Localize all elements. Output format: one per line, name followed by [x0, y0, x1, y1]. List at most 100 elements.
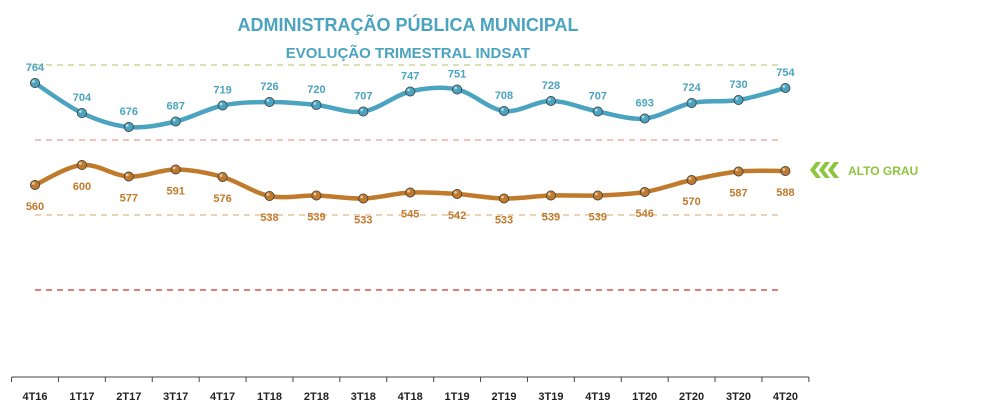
data-label: 707: [589, 91, 607, 103]
data-point-highlight: [407, 189, 411, 193]
x-tick-label: 1T17: [69, 391, 94, 403]
data-point: [170, 164, 181, 175]
data-point-highlight: [79, 162, 82, 165]
data-point-highlight: [782, 85, 786, 88]
data-point: [264, 190, 275, 201]
data-point-highlight: [79, 110, 82, 113]
chart-subtitle: EVOLUÇÃO TRIMESTRAL INDSAT: [286, 44, 530, 62]
legend: ALTO GRAU: [810, 162, 918, 178]
data-label: 533: [495, 215, 513, 227]
data-label: 533: [354, 215, 372, 227]
data-label: 719: [213, 85, 231, 97]
x-tick-label: 4T18: [398, 391, 423, 403]
data-label: 577: [120, 193, 138, 205]
data-label: 545: [401, 209, 419, 221]
x-tick-label: 3T17: [163, 391, 188, 403]
data-point: [686, 174, 697, 185]
data-point: [452, 188, 463, 199]
data-point: [123, 122, 134, 133]
data-point: [545, 190, 556, 201]
chart-title: ADMINISTRAÇÃO PÚBLICA MUNICIPAL: [238, 14, 579, 35]
x-tick-label: 4T17: [210, 391, 235, 403]
data-point: [123, 171, 134, 182]
data-label: 576: [213, 193, 231, 205]
data-point-highlight: [219, 174, 223, 177]
x-tick-label: 1T19: [445, 391, 470, 403]
data-point-highlight: [32, 80, 35, 83]
data-point-highlight: [548, 98, 551, 101]
data-label: 539: [307, 212, 325, 224]
data-point: [217, 171, 228, 182]
data-label: 747: [401, 71, 419, 83]
data-label: 676: [120, 106, 138, 118]
data-point-highlight: [501, 195, 504, 199]
data-point: [29, 179, 40, 190]
data-label: 587: [729, 188, 747, 200]
reference-lines: [35, 64, 782, 291]
data-point-highlight: [641, 189, 645, 192]
chevron-icon: [828, 162, 839, 178]
data-label: 728: [542, 80, 560, 92]
data-label: 687: [167, 101, 185, 113]
data-point: [592, 106, 603, 117]
data-point-highlight: [219, 102, 223, 106]
data-label: 708: [495, 90, 513, 102]
data-point: [545, 96, 556, 107]
data-point: [311, 190, 322, 201]
data-point-highlight: [407, 88, 411, 92]
data-point-highlight: [454, 191, 457, 194]
x-tick-label: 3T20: [726, 391, 751, 403]
data-point-highlight: [125, 173, 129, 177]
data-point: [780, 165, 791, 176]
x-tick-label: 2T18: [304, 391, 329, 403]
data-label: 751: [448, 69, 466, 81]
x-tick-label: 4T16: [22, 391, 47, 403]
data-point: [639, 113, 650, 124]
legend-label: ALTO GRAU: [848, 164, 918, 178]
data-point: [358, 193, 369, 204]
data-label: 707: [354, 91, 372, 103]
data-point-highlight: [501, 108, 504, 111]
data-label: 764: [26, 62, 45, 74]
data-point: [76, 108, 87, 119]
data-point: [639, 186, 650, 197]
data-point: [498, 193, 509, 204]
data-point-highlight: [360, 108, 364, 112]
data-point: [405, 187, 416, 198]
data-point: [170, 116, 181, 127]
x-tick-label: 2T19: [491, 391, 516, 403]
data-point-highlight: [735, 97, 739, 100]
data-label: 591: [167, 186, 185, 198]
chevron-icon: [819, 162, 830, 178]
data-point: [780, 83, 791, 94]
data-point-highlight: [360, 195, 364, 199]
x-tick-label: 1T20: [632, 391, 657, 403]
data-point-highlight: [313, 102, 317, 105]
data-point-highlight: [688, 100, 692, 103]
x-tick-label: 3T19: [538, 391, 563, 403]
data-point: [733, 166, 744, 177]
data-point: [405, 86, 416, 97]
data-label: 538: [260, 212, 278, 224]
data-point: [498, 106, 509, 117]
x-tick-label: 1T18: [257, 391, 282, 403]
data-point-highlight: [266, 193, 270, 196]
x-tick-label: 2T17: [116, 391, 141, 403]
data-point-highlight: [594, 108, 598, 112]
data-point-highlight: [735, 168, 739, 172]
data-point: [76, 159, 87, 170]
data-label: 726: [260, 81, 278, 93]
data-points: [29, 78, 791, 204]
x-tick-label: 4T20: [773, 391, 798, 403]
data-point-highlight: [172, 166, 176, 170]
data-point-highlight: [32, 182, 35, 185]
data-point-highlight: [594, 192, 598, 196]
data-label: 546: [636, 208, 654, 220]
data-point-highlight: [688, 177, 692, 180]
data-label: 754: [776, 67, 795, 79]
data-label: 693: [636, 98, 654, 110]
data-point-highlight: [125, 124, 129, 127]
data-label: 600: [73, 181, 91, 193]
data-point: [264, 97, 275, 108]
